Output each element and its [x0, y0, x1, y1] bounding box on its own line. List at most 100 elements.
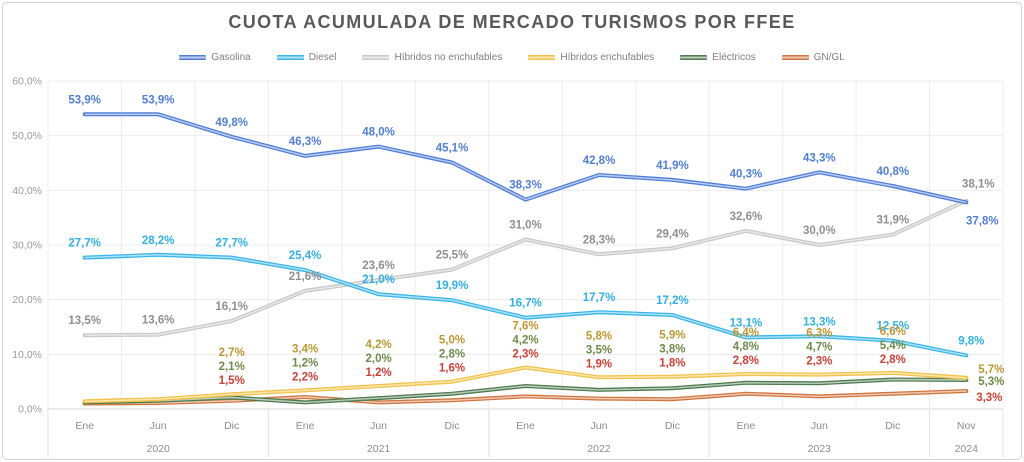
x-axis-month-label: Dic: [224, 420, 239, 432]
data-label: 21,0%: [362, 274, 395, 286]
series-line-hibridos-enchufables: [82, 365, 969, 404]
data-label: 1,5%: [219, 375, 245, 387]
data-label: 1,9%: [586, 358, 612, 370]
data-label: 4,8%: [733, 341, 759, 353]
y-axis-tick-label: 40,0%: [12, 185, 42, 197]
data-label: 17,2%: [656, 295, 689, 307]
x-axis-month-label: Ene: [516, 420, 535, 432]
data-label: 5,4%: [880, 340, 906, 352]
data-label: 1,2%: [365, 367, 391, 379]
data-label: 1,2%: [292, 357, 318, 369]
x-axis-month-label: Jun: [590, 420, 607, 432]
data-label: 31,9%: [876, 215, 909, 227]
y-axis-tick-label: 30,0%: [12, 240, 42, 252]
x-axis-year-label: 2023: [808, 443, 832, 455]
data-label: 3,3%: [976, 392, 1002, 404]
data-label: 5,3%: [978, 376, 1004, 388]
data-label: 5,9%: [659, 330, 685, 342]
data-label: 6,6%: [880, 326, 906, 338]
series-line-diesel: [82, 252, 969, 358]
data-label: 49,8%: [215, 117, 248, 129]
data-label: 2,8%: [880, 354, 906, 366]
legend-label: Diesel: [308, 52, 337, 63]
data-label: 6,3%: [806, 328, 832, 340]
data-label: 2,8%: [733, 355, 759, 367]
data-label: 23,6%: [362, 260, 395, 272]
data-label: 5,0%: [439, 335, 465, 347]
data-label: 4,2%: [512, 335, 538, 347]
series-labels-gn-gl: 1,5% 2,2% 1,2% 1,6% 2,3% 1,9% 1,8% 2,8% 2,3% 2,8%…: [219, 349, 1003, 405]
data-label: 27,7%: [215, 238, 248, 250]
series-line-gasolina: [82, 112, 969, 205]
legend-item-hibridos-no-enchufables: Híbridos no enchufables: [362, 52, 502, 63]
year-separators: [47, 409, 1004, 457]
legend-label: Híbridos no enchufables: [394, 52, 503, 63]
x-axis-month-label: Dic: [444, 420, 459, 432]
legend-item-diesel: Diesel: [276, 52, 337, 63]
data-label: 53,9%: [142, 94, 175, 106]
y-axis-tick-label: 10,0%: [12, 349, 42, 361]
data-label: 38,3%: [509, 180, 542, 192]
data-label: 4,2%: [365, 339, 391, 351]
data-label: 53,9%: [68, 94, 101, 106]
x-axis-month-label: Ene: [296, 420, 315, 432]
data-label: 17,7%: [583, 292, 616, 304]
x-axis-month-label: Dic: [665, 420, 680, 432]
data-label: 2,8%: [439, 349, 465, 361]
legend-label: Eléctricos: [712, 52, 756, 63]
chart-legend: Gasolina Diesel Híbridos no enchufables Híb…: [3, 52, 1021, 63]
x-axis-month-label: Dic: [885, 420, 900, 432]
legend-line-swatch: [362, 55, 390, 60]
data-label: 13,1%: [730, 317, 763, 329]
x-axis-year-label: 2021: [367, 443, 391, 455]
x-axis-month-label: Jun: [370, 420, 387, 432]
series-labels-electricos: 2,1% 1,2% 2,0% 2,8% 4,2% 3,5% 3,8% 4,8% 4,7% 5,4%…: [219, 335, 1005, 389]
legend-line-swatch: [781, 55, 809, 60]
data-label: 38,1%: [962, 179, 995, 191]
data-label: 13,5%: [68, 315, 101, 327]
legend-line-swatch: [680, 55, 708, 60]
series-labels-diesel: 27,7% 28,2% 27,7% 25,4% 21,0% 19,9% 16,7% 17,7%…: [68, 235, 984, 348]
data-label: 30,0%: [803, 225, 836, 237]
data-label: 16,1%: [215, 301, 248, 313]
data-label: 42,8%: [583, 155, 616, 167]
data-label: 40,8%: [876, 166, 909, 178]
data-label: 41,9%: [656, 160, 689, 172]
data-label: 5,8%: [586, 330, 612, 342]
data-label: 46,3%: [289, 136, 322, 148]
data-label: 2,0%: [365, 353, 391, 365]
data-label: 2,3%: [512, 349, 538, 361]
x-axis-month-label: Jun: [811, 420, 828, 432]
x-axis-year-labels: 2020 2021 2022 2023 2024: [147, 443, 979, 455]
data-label: 27,7%: [68, 238, 101, 250]
data-label: 3,4%: [292, 343, 318, 355]
series-line-electricos: [82, 377, 969, 405]
data-label: 1,8%: [659, 358, 685, 370]
data-label: 1,6%: [439, 363, 465, 375]
x-axis-month-labels: Ene Jun Dic Ene Jun Dic Ene Jun Dic Ene Jun Dic Nov: [75, 420, 976, 432]
series-line-gn-gl: [82, 389, 969, 406]
x-axis-year-label: 2024: [955, 443, 979, 455]
y-axis-tick-label: 20,0%: [12, 294, 42, 306]
y-axis-labels: 0,0% 10,0% 20,0% 30,0% 40,0% 50,0% 60,0%: [12, 76, 42, 416]
data-label: 43,3%: [803, 152, 836, 164]
data-label: 25,4%: [289, 250, 322, 262]
legend-line-swatch: [276, 55, 304, 60]
data-label: 2,3%: [806, 356, 832, 368]
data-label: 29,4%: [656, 228, 689, 240]
data-label: 37,8%: [966, 215, 999, 227]
data-label: 32,6%: [730, 211, 763, 223]
legend-item-gasolina: Gasolina: [179, 52, 251, 63]
legend-label: Híbridos enchufables: [560, 52, 655, 63]
legend-label: GN/GL: [813, 52, 845, 63]
series-labels-hibridos-no-enchufables: 13,5% 13,6% 16,1% 21,6% 23,6% 25,5% 31,0% 28,3%…: [68, 179, 994, 328]
market-share-line-chart: 0,0% 10,0% 20,0% 30,0% 40,0% 50,0% 60,0% Ene Jun…: [12, 76, 1005, 457]
data-label: 48,0%: [362, 127, 395, 139]
data-label: 13,3%: [803, 316, 836, 328]
data-label: 25,5%: [436, 250, 469, 262]
data-label: 5,7%: [978, 364, 1004, 376]
legend-item-hibridos-enchufables: Híbridos enchufables: [528, 52, 654, 63]
data-label: 13,6%: [142, 315, 175, 327]
y-axis-tick-label: 60,0%: [12, 76, 42, 88]
